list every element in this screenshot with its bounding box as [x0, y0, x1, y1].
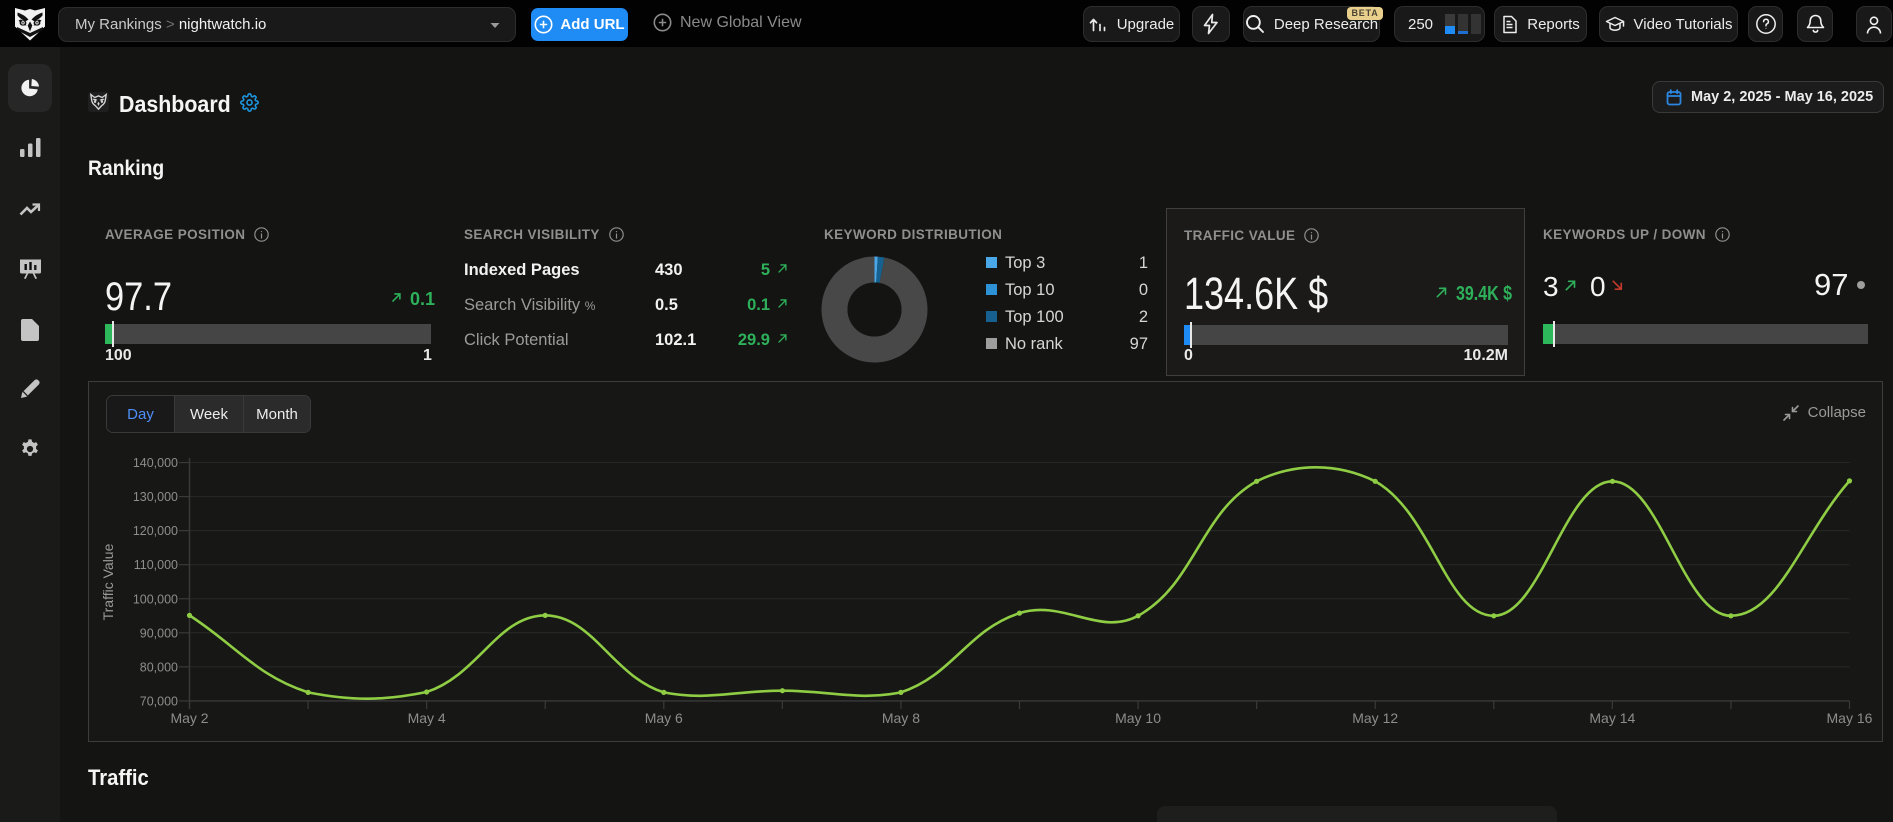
svg-text:May 14: May 14 [1589, 710, 1635, 726]
svg-text:100,000: 100,000 [133, 592, 178, 606]
svg-text:140,000: 140,000 [133, 456, 178, 470]
svg-text:May 8: May 8 [882, 710, 920, 726]
svg-text:110,000: 110,000 [134, 558, 178, 572]
svg-text:May 10: May 10 [1115, 710, 1161, 726]
svg-text:Traffic Value: Traffic Value [100, 543, 116, 620]
svg-text:80,000: 80,000 [140, 660, 178, 674]
svg-text:120,000: 120,000 [133, 524, 178, 538]
svg-text:May 6: May 6 [645, 710, 683, 726]
svg-text:70,000: 70,000 [140, 694, 178, 708]
svg-text:90,000: 90,000 [140, 626, 178, 640]
svg-text:130,000: 130,000 [133, 490, 178, 504]
svg-text:May 4: May 4 [408, 710, 446, 726]
svg-text:May 16: May 16 [1827, 710, 1873, 726]
svg-text:May 12: May 12 [1352, 710, 1398, 726]
svg-text:May 2: May 2 [170, 710, 208, 726]
